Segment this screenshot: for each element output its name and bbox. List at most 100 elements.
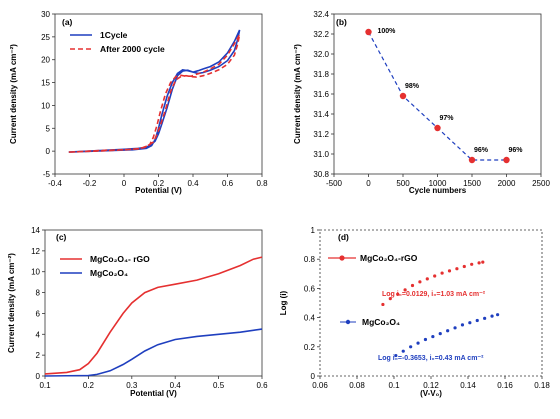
y-tick-label: 6 [36,309,41,318]
y-tick-label: 8 [36,289,41,298]
y-tick-label: 31.8 [313,70,329,79]
y-axis-label: Current density (mA cm⁻²) [7,253,16,353]
data-label: 98% [405,83,420,90]
data-point [399,92,407,100]
data-point [434,124,441,132]
x-tick-label: 0.5 [213,381,225,390]
data-point [462,264,466,269]
data-point [440,271,444,275]
data-point [401,349,405,353]
x-tick-label: 0.06 [312,381,328,390]
plot-frame [54,13,263,175]
data-point [423,337,428,342]
series-line [44,256,263,375]
x-tick-label: 0.1 [388,381,400,390]
y-axis-label: Current density (mA cm⁻²) [293,44,302,144]
panel-d: 0.06 0.08 0.1 0.12 0.14 0.16 0.18 0 0.2 0.4 0.6 0.8… [279,226,550,398]
x-tick-label: 1500 [463,179,481,188]
y-tick-label: 4 [36,330,41,339]
data-point [490,314,494,318]
y-tick-label: 0.4 [304,314,316,323]
series-line [68,29,241,153]
x-tick-label: 0.14 [460,381,476,390]
y-tick-label: 10 [31,268,40,277]
legend-marker [345,319,351,325]
y-tick-label: 12 [31,247,40,256]
data-label: 96% [474,147,489,154]
y-tick-label: 0 [46,147,51,156]
data-point [468,156,476,164]
data-point [409,345,413,349]
y-tick-label: 10 [41,101,50,110]
x-tick-label: 0.8 [256,179,268,188]
data-point [394,353,398,358]
x-tick-label: 2500 [532,179,550,188]
annotation-red: Log i₀=0.0129, i₀=1.03 mA cm⁻² [382,291,486,298]
y-tick-label: 31.0 [313,150,329,159]
y-tick-label: 0.6 [304,284,316,293]
panel-letter: (d) [338,232,349,242]
data-point [475,318,479,323]
data-label: 97% [440,115,455,122]
plot-frame [44,229,263,377]
x-tick-label: 0.12 [423,381,439,390]
x-axis-label: (V-V₀) [420,389,442,398]
x-tick-label: 0.4 [170,381,182,390]
data-point [365,28,372,36]
panel-letter: (b) [336,17,347,27]
annotation-blue: Log i₀=-0.3653, i₀=0.43 mA cm⁻² [378,355,484,362]
data-point [403,288,407,292]
panel-letter: (a) [62,17,73,27]
legend-label: 1Cycle [100,30,128,40]
data-point [477,261,481,265]
x-tick-label: -0.4 [48,179,62,188]
y-tick-label: 30 [41,10,50,19]
data-point [416,341,420,345]
y-tick-label: 0 [311,372,316,381]
legend-label: MgCo₂O₄ [362,317,400,327]
data-point [418,280,422,284]
y-tick-label: 30.8 [313,170,329,179]
series-line [44,328,263,377]
data-point [388,297,392,301]
data-point [455,267,459,271]
data-point [470,262,474,266]
x-tick-label: -500 [326,179,343,188]
legend-label: MgCo₂O₄- rGO [90,254,150,264]
data-point [447,269,452,273]
data-point [503,156,510,164]
y-tick-label: 25 [41,33,50,42]
y-tick-label: 2 [36,351,41,360]
data-point [468,321,472,325]
y-tick-label: 20 [41,56,50,65]
x-tick-label: 2000 [498,179,516,188]
x-axis-label: Potential (V) [135,186,182,195]
y-tick-label: -5 [43,170,51,179]
x-tick-label: 0.08 [349,381,365,390]
data-point [438,332,442,336]
series-line [68,34,241,153]
legend-marker [339,255,345,261]
x-tick-label: 0.16 [497,381,513,390]
x-tick-label: 0.2 [153,179,165,188]
data-point [433,274,437,278]
data-point [460,323,465,327]
y-tick-label: 0.2 [304,343,316,352]
data-point [396,292,400,296]
data-label: 96% [509,147,524,154]
y-axis-label: Log (i) [279,290,288,315]
data-point [483,316,487,320]
panel-c: 0.1 0.2 0.3 0.4 0.5 0.6 0 2 4 6 8 10 12 14 Potential (… [7,226,268,398]
y-tick-label: 0.8 [304,255,316,264]
y-axis-label: Current density (mA cm⁻²) [9,44,18,144]
data-point [425,277,429,281]
x-tick-label: 0.4 [187,179,199,188]
x-tick-label: 0.2 [83,381,95,390]
data-label: 100% [378,28,397,35]
x-tick-label: 1000 [429,179,447,188]
y-tick-label: 1 [311,226,316,235]
data-point [381,302,385,307]
y-tick-label: 32.0 [313,50,329,59]
x-tick-label: 0.3 [126,381,138,390]
